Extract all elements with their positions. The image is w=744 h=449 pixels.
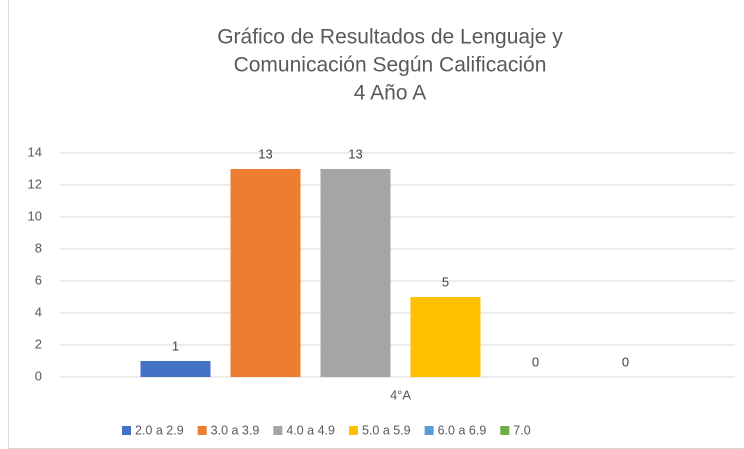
y-tick-label: 6 xyxy=(35,272,42,287)
y-tick-label: 12 xyxy=(28,176,42,191)
bar xyxy=(140,361,211,377)
legend-label: 2.0 a 2.9 xyxy=(135,423,184,437)
data-label: 5 xyxy=(442,274,449,289)
legend-label: 5.0 a 5.9 xyxy=(362,423,411,437)
data-label: 0 xyxy=(532,354,539,369)
legend-label: 7.0 xyxy=(513,423,530,437)
legend-swatch xyxy=(122,426,131,435)
data-label: 13 xyxy=(258,146,272,161)
y-tick-label: 8 xyxy=(35,240,42,255)
legend-swatch xyxy=(500,426,510,435)
chart-title: Gráfico de Resultados de Lenguaje y xyxy=(217,26,563,49)
data-label: 13 xyxy=(348,146,362,161)
bar xyxy=(230,169,301,377)
y-tick-label: 2 xyxy=(35,336,42,351)
y-tick-label: 4 xyxy=(35,304,42,319)
x-tick-label: 4°A xyxy=(390,387,411,402)
legend-label: 3.0 a 3.9 xyxy=(211,423,260,437)
legend-swatch xyxy=(424,426,434,435)
bar xyxy=(320,169,391,377)
y-tick-label: 14 xyxy=(28,144,42,159)
y-tick-label: 0 xyxy=(35,368,42,383)
data-label: 1 xyxy=(172,338,179,353)
legend-swatch xyxy=(273,426,283,435)
bar xyxy=(410,297,481,377)
data-label: 0 xyxy=(622,354,629,369)
legend-label: 6.0 a 6.9 xyxy=(438,423,487,437)
legend-label: 4.0 a 4.9 xyxy=(286,423,335,437)
y-tick-label: 10 xyxy=(28,208,42,223)
chart-title: Comunicación Según Calificación xyxy=(234,54,547,77)
legend-swatch xyxy=(197,426,207,435)
legend-swatch xyxy=(348,426,358,435)
chart-title: 4 Año A xyxy=(354,82,426,105)
